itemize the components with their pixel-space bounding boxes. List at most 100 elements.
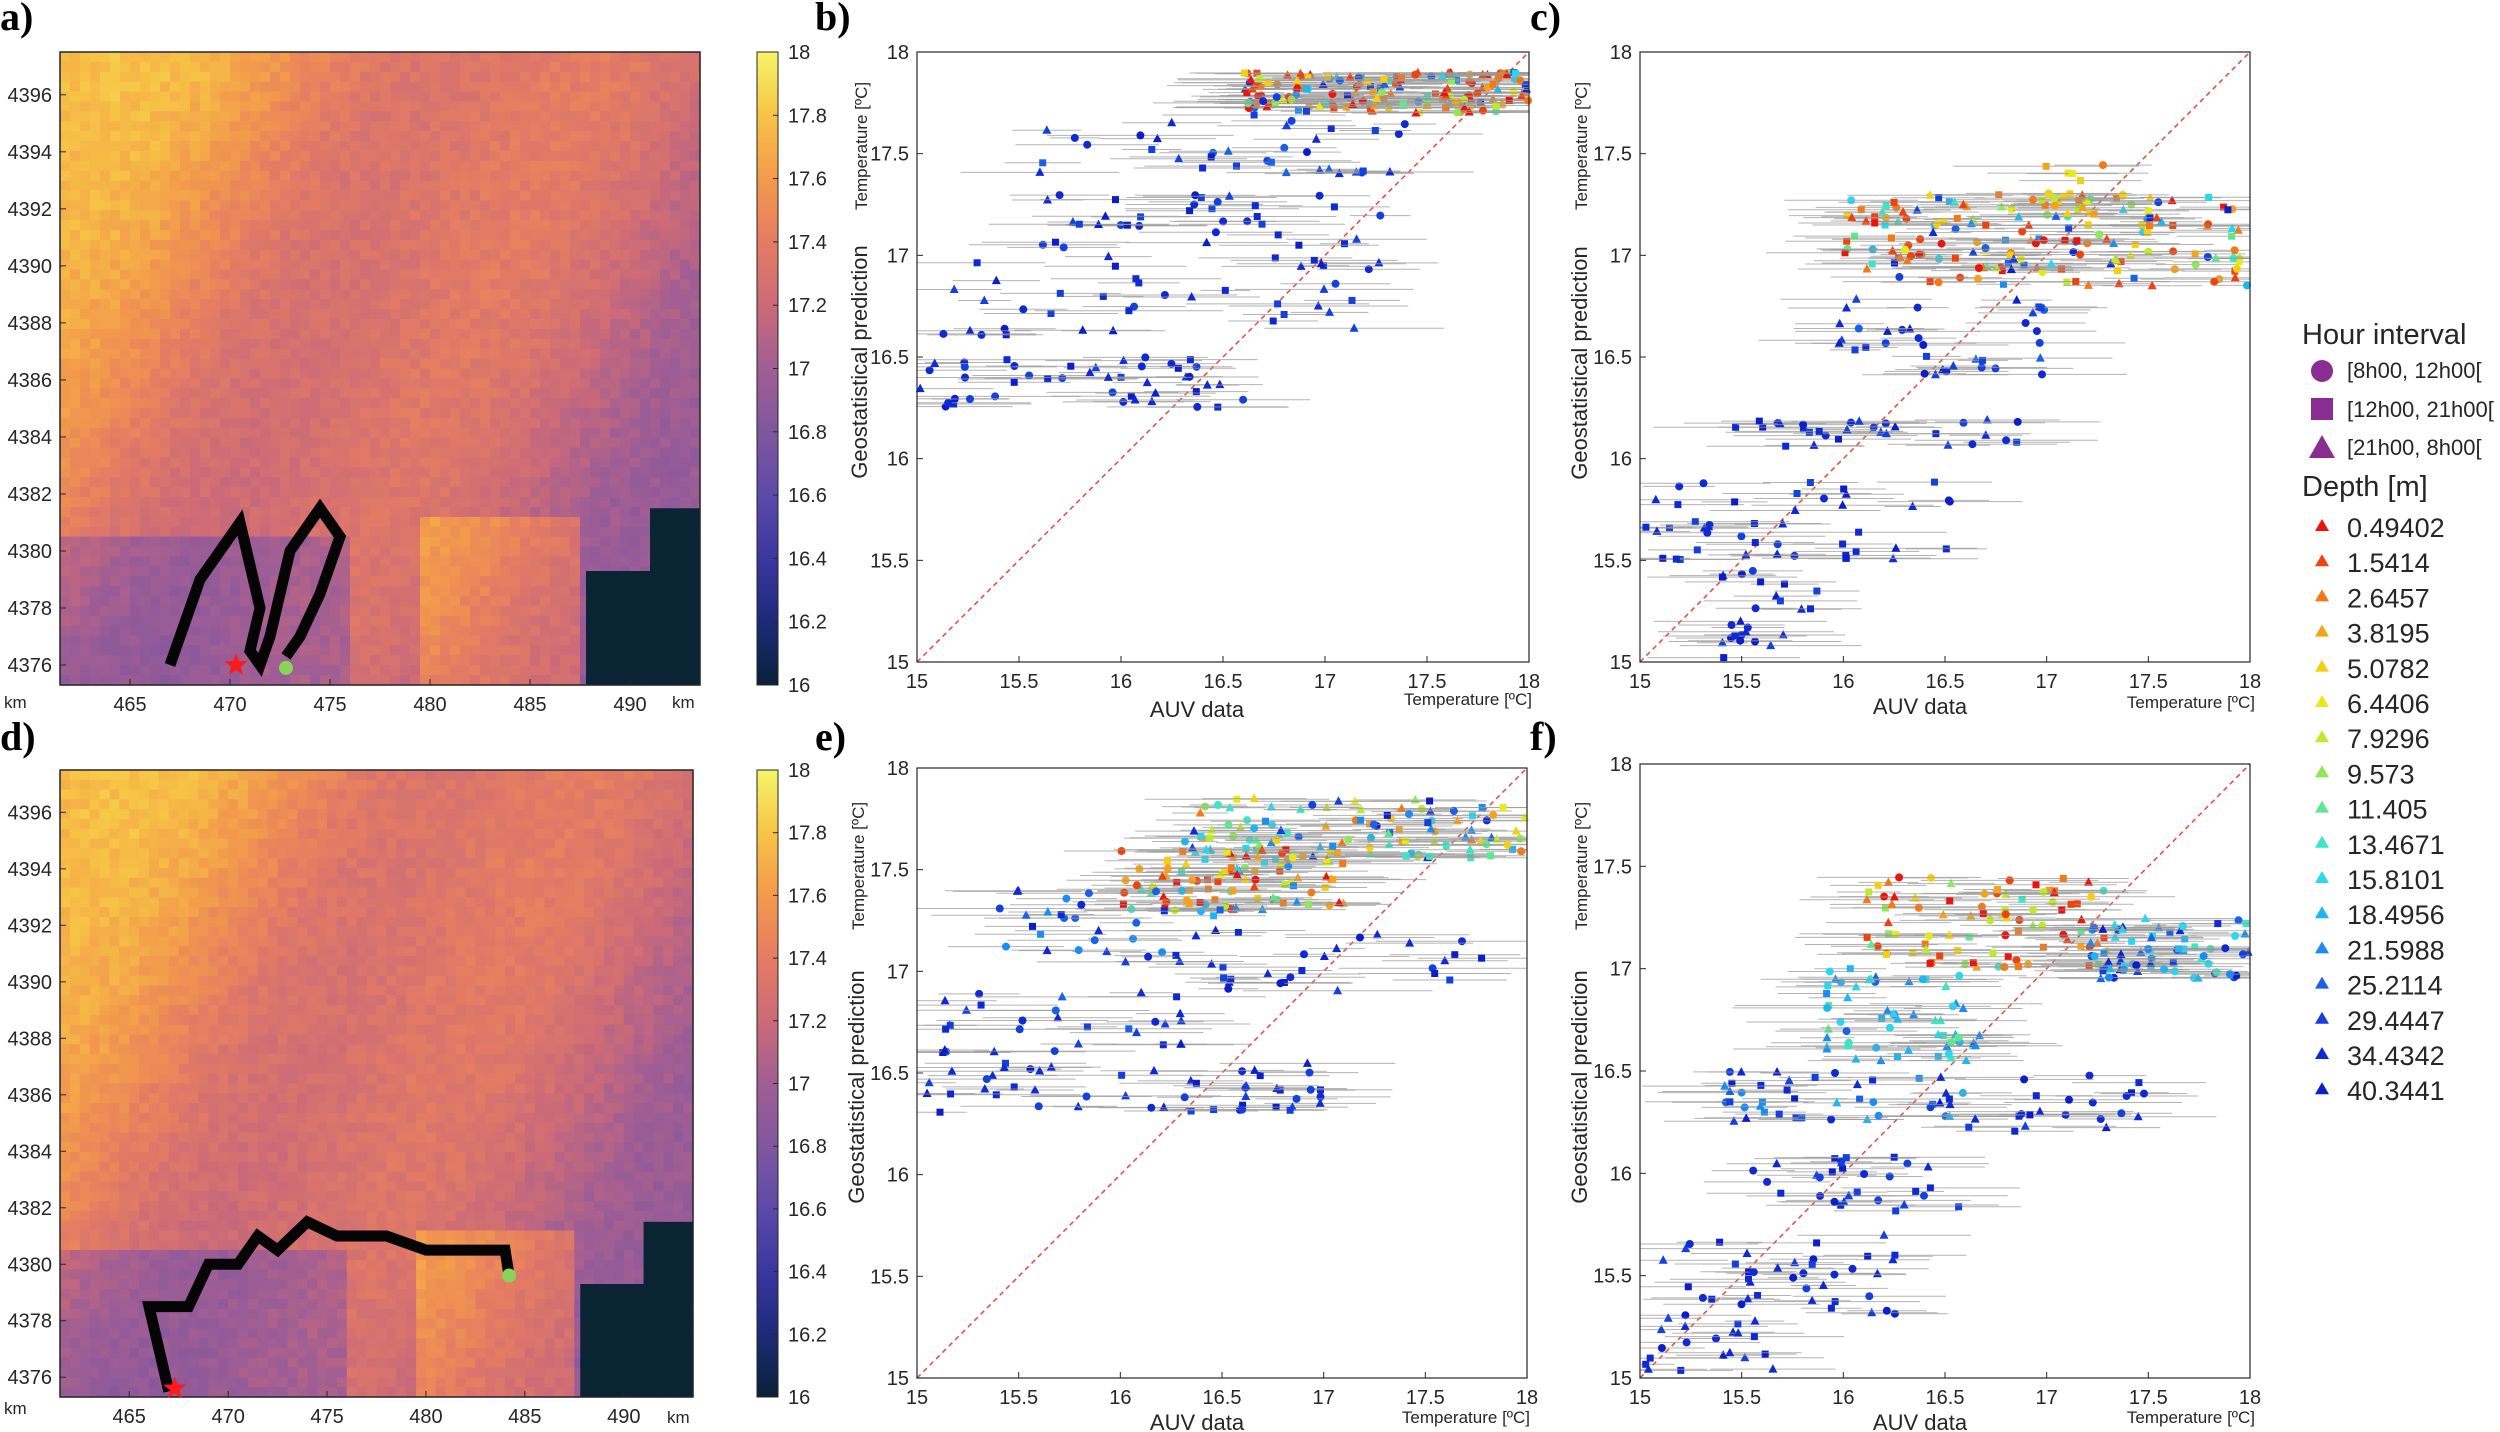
temperature-cell [660, 427, 671, 439]
temperature-cell [290, 91, 301, 103]
temperature-cell [99, 1250, 111, 1261]
temperature-cell [550, 487, 561, 498]
temperature-cell [250, 477, 261, 488]
temperature-cell [550, 131, 561, 142]
temperature-cell [69, 1161, 81, 1173]
temperature-cell [240, 487, 251, 498]
temperature-cell [580, 526, 591, 538]
temperature-cell [320, 487, 331, 498]
temperature-cell [149, 1093, 160, 1104]
temperature-cell [270, 111, 281, 122]
temperature-cell [380, 408, 391, 419]
temperature-cell [79, 828, 91, 840]
temperature-cell [150, 348, 161, 360]
temperature-cell [260, 160, 271, 172]
temperature-cell [440, 358, 451, 370]
temperature-cell [350, 368, 361, 379]
temperature-cell [340, 378, 351, 389]
temperature-cell [69, 770, 81, 781]
temperature-cell [280, 239, 291, 251]
temperature-cell [450, 111, 461, 122]
temperature-cell [60, 828, 71, 840]
temperature-cell [270, 467, 281, 478]
temperature-cell [149, 1181, 160, 1192]
temperature-cell [140, 398, 151, 409]
temperature-cell [168, 1063, 180, 1075]
temperature-cell [60, 809, 71, 820]
temperature-cell [180, 546, 191, 557]
temperature-cell [340, 309, 351, 320]
temperature-cell [340, 368, 351, 379]
temperature-cell [270, 52, 281, 63]
temperature-cell [560, 180, 571, 192]
temperature-cell [200, 427, 211, 439]
temperature-cell [350, 111, 361, 122]
temperature-cell [140, 457, 151, 468]
temperature-cell [69, 897, 81, 908]
temperature-cell [139, 1191, 150, 1202]
temperature-cell [500, 665, 511, 676]
temperature-cell [70, 398, 81, 409]
temperature-cell [540, 309, 551, 320]
temperature-cell [590, 210, 601, 221]
temperature-cell [410, 526, 421, 538]
temperature-cell [630, 536, 641, 548]
temperature-cell [99, 779, 111, 791]
temperature-cell [190, 408, 201, 419]
temperature-cell [490, 141, 501, 152]
temperature-cell [610, 121, 621, 132]
temperature-cell [610, 249, 621, 261]
temperature-cell [60, 1014, 71, 1026]
temperature-cell [70, 121, 81, 132]
temperature-cell [610, 477, 621, 488]
temperature-cell [60, 1220, 71, 1232]
temperature-cell [79, 1063, 91, 1075]
temperature-cell [190, 635, 201, 646]
temperature-cell [130, 477, 141, 488]
temperature-cell [650, 91, 661, 103]
temperature-cell [520, 200, 531, 211]
temperature-cell [380, 655, 391, 666]
temperature-cell [610, 447, 621, 459]
temperature-cell [380, 665, 391, 676]
temperature-cell [210, 319, 221, 330]
temperature-cell [690, 121, 701, 132]
temperature-cell [610, 378, 621, 389]
temperature-cell [560, 279, 571, 290]
temperature-cell [370, 71, 381, 83]
temperature-cell [660, 328, 671, 340]
temperature-cell [490, 358, 501, 370]
temperature-cell [178, 907, 190, 918]
temperature-cell [520, 497, 531, 508]
temperature-cell [69, 1142, 81, 1153]
temperature-cell [170, 418, 181, 429]
temperature-cell [160, 249, 171, 261]
temperature-cell [240, 418, 251, 429]
temperature-cell [620, 61, 631, 73]
temperature-cell [490, 190, 501, 201]
temperature-cell [540, 71, 551, 83]
temperature-cell [620, 526, 631, 538]
temperature-cell [450, 230, 461, 241]
temperature-cell [70, 91, 81, 103]
temperature-cell [420, 368, 431, 379]
temperature-cell [440, 487, 451, 498]
temperature-cell [300, 121, 311, 132]
temperature-cell [190, 249, 201, 261]
temperature-cell [220, 467, 231, 478]
temperature-cell [410, 487, 421, 498]
temperature-cell [130, 170, 141, 182]
temperature-cell [420, 249, 431, 261]
temperature-cell [630, 180, 641, 192]
temperature-cell [380, 170, 391, 182]
temperature-cell [300, 309, 311, 320]
temperature-cell [310, 566, 321, 577]
temperature-cell [100, 309, 111, 320]
temperature-cell [320, 635, 331, 646]
temperature-cell [80, 457, 91, 468]
temperature-cell [390, 160, 401, 172]
temperature-cell [90, 566, 101, 577]
temperature-cell [240, 259, 251, 271]
temperature-cell [580, 299, 591, 310]
temperature-cell [360, 437, 371, 449]
